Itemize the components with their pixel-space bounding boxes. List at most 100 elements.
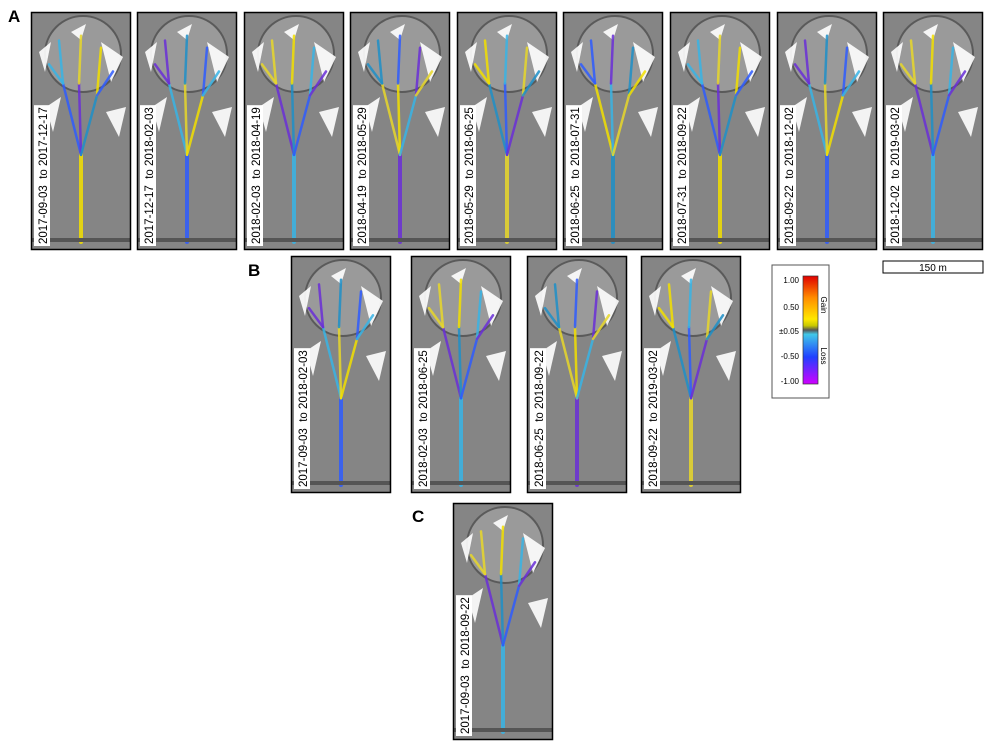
stream: [79, 94, 99, 157]
fan-base: [31, 238, 131, 242]
fan-base: [453, 728, 553, 732]
date-label-group: 2017-09-03 to 2018-02-03: [294, 348, 310, 489]
panel-border: [136, 11, 238, 251]
snow-patch: [493, 515, 508, 531]
date-label-bg: [247, 105, 263, 246]
stream: [696, 39, 704, 85]
stream: [627, 70, 647, 97]
fan-base: [670, 238, 770, 242]
stream: [505, 94, 525, 157]
stream: [611, 94, 631, 157]
date-label: 2018-06-25 to 2018-09-22: [534, 350, 546, 487]
fan-base: [883, 238, 983, 242]
stream: [337, 278, 343, 329]
date-label: 2018-02-03 to 2018-06-25: [418, 350, 430, 487]
scale-bar: [882, 260, 984, 274]
panel-border: [243, 11, 345, 251]
date-label-group: 2018-09-22 to 2019-03-02: [644, 348, 660, 489]
snow-patch: [681, 268, 696, 284]
stream: [609, 82, 615, 157]
stream: [700, 82, 722, 157]
stream: [716, 34, 722, 85]
date-label-bg: [460, 105, 476, 246]
stream: [557, 325, 579, 400]
stream: [718, 94, 738, 157]
snow-patch: [638, 107, 658, 137]
snow-patch: [486, 351, 506, 381]
snow-patch: [527, 42, 549, 82]
stream: [163, 39, 171, 85]
stream: [153, 63, 171, 85]
snow-patch: [710, 24, 725, 40]
snow-patch: [361, 286, 383, 326]
snow-patch: [390, 24, 405, 40]
snow-patch: [212, 107, 232, 137]
stream: [909, 39, 917, 85]
stream: [579, 63, 597, 85]
snow-patch: [71, 24, 86, 40]
stream: [398, 94, 418, 157]
snow-patch: [39, 42, 51, 72]
stream: [61, 82, 83, 157]
stream: [427, 306, 445, 329]
date-label-bg: [644, 348, 660, 489]
stream: [308, 70, 328, 97]
snow-patch: [528, 598, 548, 628]
panel-letter: C: [412, 507, 424, 526]
stream: [521, 70, 541, 97]
snow-patch: [603, 24, 618, 40]
stream: [686, 63, 704, 85]
stream: [339, 337, 359, 400]
date-label: 2017-09-03 to 2018-02-03: [298, 350, 310, 487]
panel-border: [30, 11, 132, 251]
snow-patch: [523, 533, 545, 573]
stream: [469, 553, 487, 576]
fan-base: [527, 481, 627, 485]
stream: [290, 34, 296, 85]
snow-patch: [425, 107, 445, 137]
stream: [483, 572, 505, 647]
stream: [609, 34, 615, 85]
snow-patch: [716, 351, 736, 381]
panel-border: [776, 11, 878, 251]
snow-patch: [252, 42, 264, 72]
date-label: 2017-09-03 to 2018-09-22: [460, 597, 472, 734]
scale-bar-label: 150 m: [919, 263, 947, 274]
snow-patch: [101, 42, 123, 82]
date-label: 2018-05-29 to 2018-06-25: [464, 107, 476, 244]
stream: [499, 525, 505, 576]
snow-patch: [535, 286, 547, 316]
stream: [292, 94, 312, 157]
panel-border: [349, 11, 451, 251]
stream: [260, 63, 278, 85]
snow-patch: [461, 533, 473, 563]
stream: [553, 283, 561, 329]
panel-border: [290, 255, 392, 494]
legend-tick: ±0.05: [779, 327, 800, 336]
snow-patch: [847, 42, 869, 82]
stream: [380, 82, 402, 157]
snow-patch: [420, 42, 442, 82]
panel-border: [882, 11, 984, 251]
fan-base: [777, 238, 877, 242]
stream: [95, 46, 103, 97]
snow-patch: [532, 107, 552, 137]
date-label-bg: [34, 105, 50, 246]
stream: [475, 290, 483, 341]
date-label: 2017-09-03 to 2017-12-17: [38, 107, 50, 244]
snow-patch: [891, 42, 903, 72]
date-label-group: 2018-07-31 to 2018-09-22: [673, 105, 689, 246]
stream: [290, 82, 296, 157]
image-panel: [410, 255, 512, 494]
snow-patch: [284, 24, 299, 40]
stream: [687, 278, 693, 329]
panel-border: [526, 255, 628, 494]
stream: [593, 82, 615, 157]
stream: [575, 337, 595, 400]
stream: [573, 278, 579, 329]
panel-letter: B: [248, 261, 260, 280]
stream: [167, 82, 189, 157]
panel-border: [410, 255, 512, 494]
fan-base: [457, 238, 557, 242]
date-label-group: 2018-02-03 to 2018-04-19: [247, 105, 263, 246]
